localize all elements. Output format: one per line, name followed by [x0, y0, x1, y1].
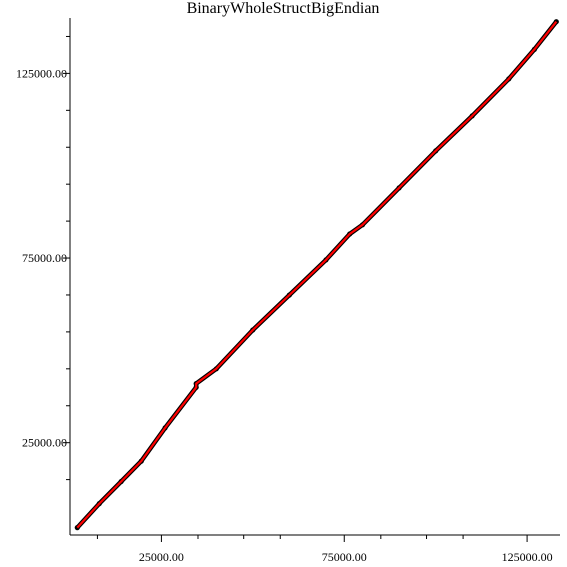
y-tick-label: 125000.00 [16, 66, 67, 80]
plot-area [74, 19, 559, 531]
series-line-1 [76, 21, 558, 529]
x-tick-label: 75000.00 [322, 550, 367, 564]
axis-ticks: 25000.00 75000.00 125000.00 25000.00 75000.0… [16, 35, 553, 564]
chart-title: BinaryWholeStructBigEndian [187, 0, 380, 17]
x-tick-label: 25000.00 [139, 550, 184, 564]
y-tick-label: 25000.00 [22, 436, 67, 450]
y-tick-label: 75000.00 [22, 251, 67, 265]
x-tick-label: 125000.00 [502, 550, 553, 564]
